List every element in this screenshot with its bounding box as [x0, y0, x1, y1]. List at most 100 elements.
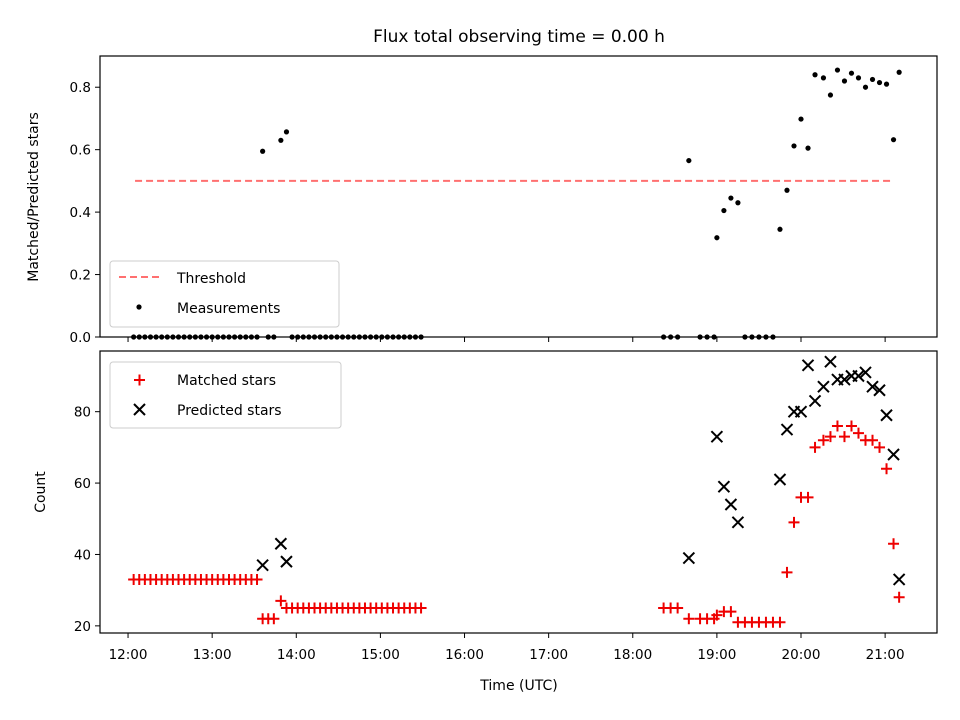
measurement-point: [805, 145, 811, 151]
matched-star-point: [672, 602, 684, 614]
predicted-legend-swatch: [133, 403, 146, 416]
predicted-star-point: [892, 573, 906, 586]
predicted-star-point: [280, 555, 293, 568]
measurement-point: [812, 72, 818, 78]
counts-axes-frame: [99, 350, 938, 634]
counts-x-tick-label: 19:00: [697, 647, 736, 663]
matched-star-point: [845, 420, 857, 432]
measurement-point: [820, 75, 827, 81]
measurement-point: [883, 81, 890, 87]
predicted-star-point: [801, 359, 815, 372]
counts-x-tick-label: 16:00: [445, 647, 484, 663]
ratio-y-tick-label: 0.2: [70, 268, 91, 284]
counts-y-tick-label: 20: [74, 619, 91, 635]
predicted-star-point: [731, 516, 745, 529]
ratio-y-tick-label: 0.0: [70, 330, 91, 346]
matched-star-point: [831, 420, 843, 432]
counts-x-tick-label: 21:00: [866, 647, 905, 663]
predicted-star-point: [852, 369, 865, 383]
matched-star-point: [874, 441, 886, 453]
matched-star-point: [852, 427, 864, 439]
counts-x-tick-label: 15:00: [361, 647, 400, 663]
measurement-point: [283, 129, 290, 135]
counts-y-ticks: 20 40 60 80: [74, 405, 100, 635]
matched-star-point: [802, 491, 814, 503]
predicted-star-point: [724, 498, 738, 511]
measurement-point: [855, 75, 862, 81]
measurement-point: [686, 157, 692, 164]
counts-x-tick-label: 17:00: [529, 647, 568, 663]
matched-star-point: [774, 616, 786, 628]
counts-x-tick-label: 14:00: [277, 647, 316, 663]
ratio-y-ticks: 0.0 0.2 0.4 0.6 0.8: [70, 80, 100, 346]
ratio-legend-box: [109, 260, 340, 328]
measurement-point: [834, 67, 841, 73]
counts-x-tick-label: 20:00: [782, 647, 821, 663]
measurements-legend-swatch: [136, 304, 142, 310]
measurement-point: [714, 235, 720, 241]
predicted-star-point: [859, 366, 872, 379]
ratio-y-tick-label: 0.6: [70, 143, 91, 159]
predicted-star-point: [710, 430, 724, 443]
measurement-point: [876, 79, 883, 86]
matched-star-point: [893, 591, 905, 603]
measurement-point: [827, 92, 834, 98]
measurement-point: [728, 195, 734, 201]
threshold-legend-label: Threshold: [176, 271, 246, 287]
predicted-star-point: [794, 405, 808, 418]
ratio-y-tick-label: 0.4: [70, 205, 91, 221]
ratio-axes-frame: [99, 55, 938, 338]
counts-legend-box: [109, 361, 342, 429]
predicted-star-point: [717, 480, 731, 493]
matched-star-point: [867, 434, 879, 446]
predicted-star-point: [887, 448, 900, 461]
predicted-star-point: [873, 384, 886, 397]
predicted-star-point: [780, 423, 794, 436]
matched-star-point: [788, 516, 800, 528]
ratio-x-ticks: [127, 337, 886, 342]
predicted-star-point: [773, 473, 787, 486]
counts-x-tick-label: 12:00: [109, 647, 148, 663]
counts-legend: Matched stars Predicted stars: [109, 361, 342, 429]
measurement-point: [735, 200, 741, 206]
matched-star-point: [275, 595, 287, 607]
matched-legend-swatch: [134, 374, 145, 386]
counts-y-tick-label: 60: [74, 476, 91, 492]
measurement-point: [721, 207, 727, 214]
measurement-point: [890, 137, 897, 143]
ratio-panel: 0.00.20.40.60.8 Matched/Predicted stars …: [26, 55, 938, 346]
measurement-point: [784, 187, 790, 193]
predicted-star-point: [274, 537, 288, 550]
matched-star-point: [415, 602, 427, 614]
predicted-star-point: [817, 380, 830, 393]
ratio-y-axis-label: Matched/Predicted stars: [26, 112, 42, 282]
measurement-point: [869, 76, 876, 83]
matched-star-point: [711, 609, 723, 621]
measurement-point: [278, 137, 284, 143]
matched-star-point: [838, 431, 850, 443]
matched-star-point: [888, 538, 900, 550]
predicted-legend-label: Predicted stars: [177, 403, 282, 419]
counts-x-tick-label: 18:00: [613, 647, 652, 663]
matched-star-point: [268, 613, 280, 625]
matched-star-point: [725, 606, 737, 618]
predicted-star-point: [682, 551, 696, 565]
measurement-point: [896, 69, 902, 75]
measurements-legend-label: Measurements: [177, 301, 280, 317]
figure-title: Flux total observing time = 0.00 h: [373, 27, 665, 47]
measurement-point: [791, 143, 797, 149]
matched-star-point: [824, 431, 836, 443]
predicted-star-point: [824, 355, 837, 368]
matched-star-point: [817, 434, 829, 446]
counts-x-tick-label: 13:00: [193, 647, 232, 663]
measurement-point: [777, 226, 783, 232]
matched-star-point: [809, 441, 821, 453]
predicted-star-point: [838, 373, 851, 386]
counts-y-axis-label: Count: [33, 471, 49, 513]
counts-plot-area: [128, 355, 906, 628]
matched-star-point: [683, 613, 695, 625]
matched-star-point: [781, 566, 793, 578]
predicted-star-point: [256, 558, 269, 572]
